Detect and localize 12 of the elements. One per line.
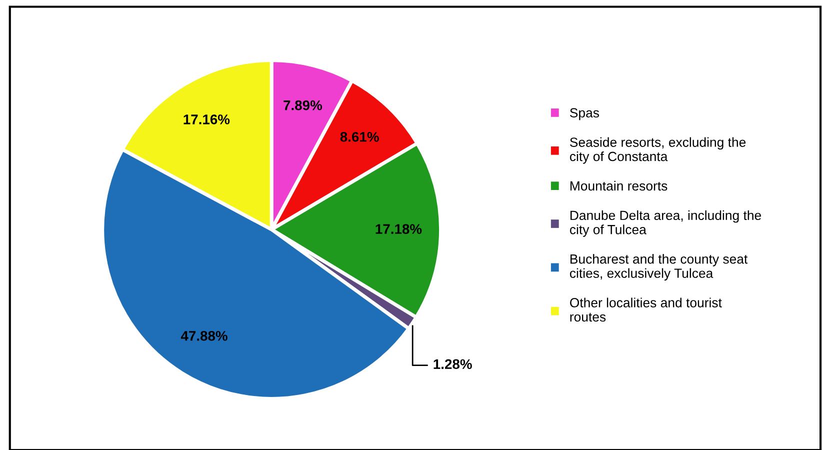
data-label: 17.16% — [184, 114, 230, 124]
legend-label: Spas — [570, 108, 600, 120]
legend-label: Seaside resorts, excluding the city of Constanta — [570, 137, 746, 164]
data-label: 7.89% — [284, 100, 322, 110]
data-label: 17.18% — [376, 224, 422, 234]
data-label: 1.28% — [434, 359, 472, 370]
data-label: 8.61% — [340, 132, 379, 142]
legend-label: Danube Delta area, including the city of Tulcea — [570, 210, 762, 237]
legend-label: Mountain resorts — [570, 180, 668, 191]
legend-label: Other localities and tourist routes — [570, 298, 722, 322]
legend-label: Bucharest and the county seat cities, exclusively Tulcea — [570, 254, 748, 281]
data-label: 47.88% — [180, 330, 228, 341]
